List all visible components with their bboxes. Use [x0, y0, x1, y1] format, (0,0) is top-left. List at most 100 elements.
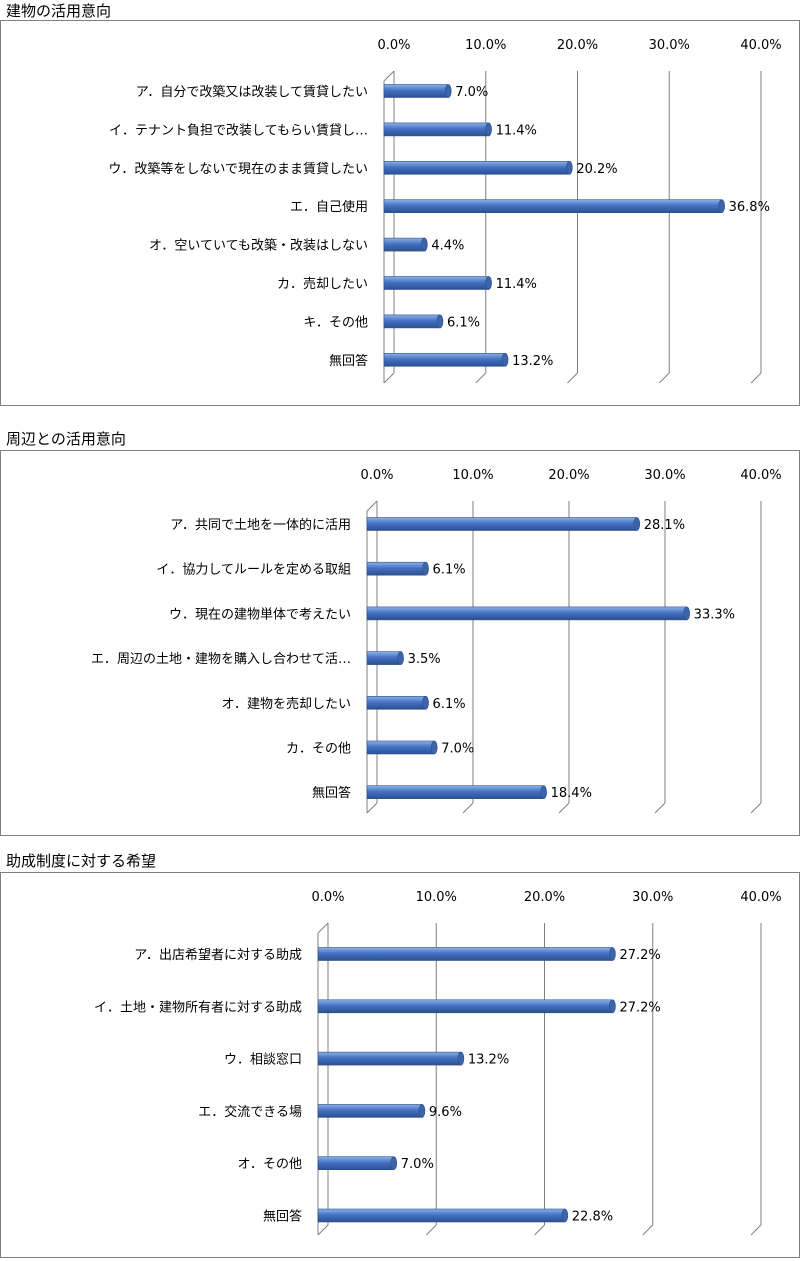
value-label: 27.2% [619, 1000, 660, 1015]
value-label: 9.6% [429, 1105, 462, 1120]
bar-end-cap [444, 84, 452, 98]
chart3-title: 助成制度に対する希望 [6, 852, 157, 870]
chart2-frame: 0.0% 10.0% 20.0% 30.0% 40.0% ア．共同で土地を一体的に活用 28… [0, 450, 800, 836]
bar-end-cap [397, 651, 404, 665]
value-label: 3.5% [408, 652, 441, 667]
category-label: エ．自己使用 [290, 199, 368, 215]
bar [383, 161, 570, 175]
gridline-foot [658, 372, 670, 384]
bar [317, 1208, 566, 1223]
category-label: カ．売却したい [277, 276, 368, 292]
value-label: 27.2% [619, 948, 660, 963]
bar-end-cap [609, 999, 616, 1014]
bar-end-cap [436, 314, 444, 329]
gridline-foot [654, 802, 666, 814]
tick-label: 40.0% [740, 468, 781, 483]
gridline-foot [750, 372, 762, 384]
category-label: オ．その他 [238, 1157, 302, 1172]
bar [317, 947, 613, 961]
bar [317, 999, 613, 1014]
tick-label: 0.0% [311, 890, 344, 905]
tick-label: 40.0% [740, 890, 781, 905]
bar [383, 352, 506, 367]
value-label: 33.3% [694, 607, 735, 622]
bar-end-cap [457, 1051, 465, 1066]
tick-label: 10.0% [465, 38, 506, 53]
bar-end-cap [633, 517, 641, 531]
gridline-foot [475, 372, 487, 384]
bar [366, 651, 401, 665]
value-label: 13.2% [468, 1053, 509, 1068]
gridline-foot [750, 1224, 762, 1236]
category-label: ア．出店希望者に対する助成 [134, 947, 302, 963]
tick-label: 10.0% [452, 468, 493, 483]
bar [317, 1104, 423, 1118]
category-label: イ．協力してルールを定める取組 [156, 563, 351, 578]
bar [383, 84, 449, 98]
gridline-foot [558, 802, 570, 814]
bar-end-cap [485, 276, 492, 290]
category-label: エ．周辺の土地・建物を購入し合わせて活… [91, 652, 351, 667]
tick-label: 30.0% [632, 890, 673, 905]
tick-label: 20.0% [557, 38, 598, 53]
value-label: 11.4% [496, 123, 537, 138]
bar-end-cap [501, 352, 509, 367]
value-label: 11.4% [496, 277, 537, 292]
bar [366, 606, 687, 621]
bar [366, 517, 638, 531]
bar [366, 740, 435, 755]
category-label: イ．土地・建物所有者に対する助成 [94, 1000, 302, 1015]
axis-depth-top [383, 70, 395, 82]
chart2-title: 周辺との活用意向 [6, 430, 126, 448]
value-label: 7.0% [455, 85, 488, 100]
category-label: カ．その他 [286, 742, 351, 757]
value-label: 28.1% [644, 518, 685, 533]
category-label: ウ．相談窓口 [224, 1052, 302, 1068]
axis-depth-bottom [383, 372, 395, 384]
value-label: 6.1% [433, 697, 466, 712]
axis-depth-bottom [366, 802, 378, 814]
category-label: ウ．現在の建物単体で考えたい [169, 606, 351, 622]
chart1-svg: 0.0% 10.0% 20.0% 30.0% 40.0% ア．自分で改築又は改装して賃貸し… [108, 38, 782, 384]
bar-end-cap [609, 947, 616, 961]
chart3-svg: 0.0% 10.0% 20.0% 30.0% 40.0% ア．出店希望者に対する助成 27.… [94, 890, 782, 1236]
category-label: オ．空いていても改築・改装はしない [149, 239, 368, 254]
bar [383, 122, 489, 137]
value-label: 18.4% [551, 786, 592, 801]
bar-end-cap [430, 740, 438, 755]
value-label: 6.1% [447, 315, 480, 330]
category-label: エ．交流できる場 [198, 1104, 302, 1120]
bar [317, 1156, 395, 1171]
axis-depth-top [317, 922, 329, 934]
category-label: 無回答 [329, 353, 368, 369]
value-label: 7.0% [441, 742, 474, 757]
value-label: 7.0% [401, 1157, 434, 1172]
value-label: 13.2% [512, 354, 553, 369]
value-label: 36.8% [729, 200, 770, 215]
bar-end-cap [422, 561, 429, 576]
bar-end-cap [421, 237, 428, 252]
category-label: 無回答 [263, 1209, 302, 1225]
gridline-foot [534, 1224, 545, 1236]
bar [383, 276, 489, 290]
chart3-frame: 0.0% 10.0% 20.0% 30.0% 40.0% ア．出店希望者に対する助成 27.… [0, 872, 800, 1258]
axis-depth-bottom [317, 1224, 329, 1236]
value-label: 20.2% [576, 162, 617, 177]
chart1-title: 建物の活用意向 [6, 2, 112, 20]
tick-label: 0.0% [377, 38, 410, 53]
tick-label: 0.0% [360, 468, 393, 483]
tick-label: 40.0% [740, 38, 781, 53]
gridline-foot [462, 802, 474, 814]
gridline-foot [425, 1224, 437, 1236]
bar [383, 199, 722, 213]
category-label: 無回答 [312, 785, 351, 801]
bar-end-cap [422, 696, 429, 710]
gridline-foot [750, 802, 762, 814]
tick-label: 30.0% [649, 38, 690, 53]
value-label: 4.4% [431, 239, 464, 254]
category-label: オ．建物を売却したい [222, 696, 351, 712]
bar-end-cap [683, 606, 690, 621]
bar-end-cap [485, 122, 492, 137]
chart1-frame: 0.0% 10.0% 20.0% 30.0% 40.0% ア．自分で改築又は改装して賃貸し… [0, 20, 800, 406]
category-label: ウ．改築等をしないで現在のまま賃貸したい [108, 161, 368, 177]
